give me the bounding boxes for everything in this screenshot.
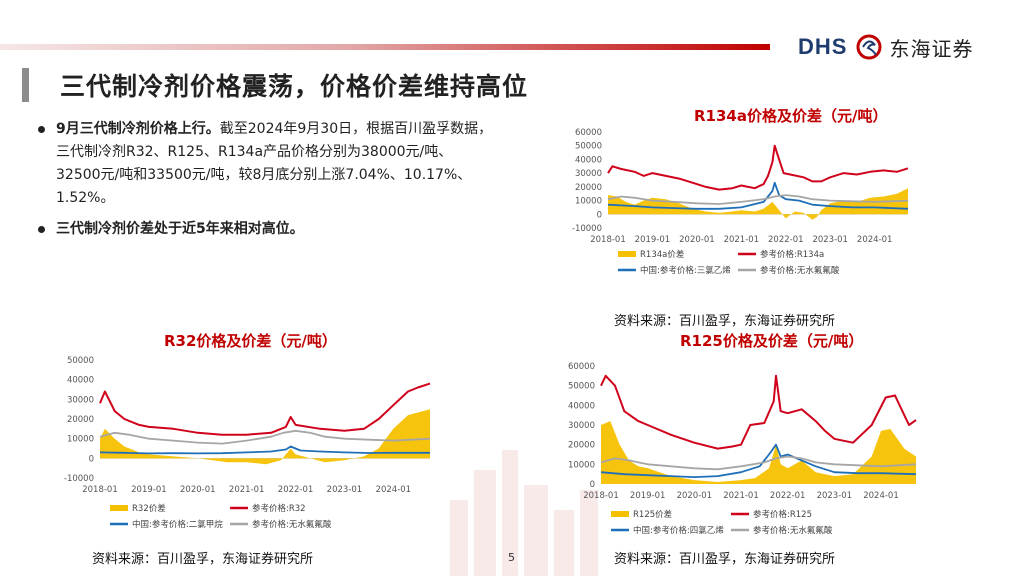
x-tick-label: 2019-01 (131, 485, 167, 495)
spread-area (601, 421, 916, 484)
y-tick-label: 30000 (67, 395, 94, 405)
legend-label: 参考价格:无水氟氟酸 (753, 525, 833, 536)
legend-label: 参考价格:无水氟氟酸 (760, 265, 840, 276)
y-tick-label: 30000 (575, 169, 602, 179)
y-tick-label: 40000 (575, 155, 602, 165)
x-tick-label: 2020-01 (679, 235, 715, 245)
y-tick-label: 50000 (575, 142, 602, 152)
y-tick-label: 60000 (568, 362, 595, 372)
legend-label: 参考价格:R134a (760, 249, 824, 260)
y-tick-label: 20000 (67, 415, 94, 425)
bullet-bold: 三代制冷剂价差处于近5年来相对高位。 (56, 221, 304, 237)
y-tick-label: 50000 (568, 382, 595, 392)
x-tick-label: 2024-01 (857, 235, 893, 245)
y-tick-label: 50000 (67, 356, 94, 366)
y-tick-label: 20000 (568, 441, 595, 451)
source-r32: 资料来源：百川盈孚，东海证券研究所 (92, 552, 314, 567)
series-line-2 (607, 181, 909, 210)
legend-label: 中国:参考价格:三氯乙烯 (640, 265, 731, 276)
series-line-3 (607, 194, 909, 205)
bullet-text: 截至2024年9月30日，根据百川盈孚数据，三代制冷剂R32、R125、R134… (56, 121, 493, 206)
y-tick-label: 20000 (575, 183, 602, 193)
dragon-logo-icon (856, 34, 882, 60)
x-tick-label: 2024-01 (863, 491, 899, 501)
source-r125: 资料来源：百川盈孚，东海证券研究所 (614, 552, 836, 567)
chart-r134a: 6000050000400003000020000100000-10000201… (572, 128, 909, 276)
y-tick-label: 0 (590, 480, 595, 490)
y-tick-label: 30000 (568, 421, 595, 431)
x-tick-label: 2021-01 (724, 235, 760, 245)
bullet-item: 9月三代制冷剂价格上行。截至2024年9月30日，根据百川盈孚数据，三代制冷剂R… (36, 118, 496, 210)
brand-cn: 东海证券 (889, 36, 974, 61)
y-tick-label: 0 (597, 210, 602, 220)
x-tick-label: 2022-01 (278, 485, 314, 495)
x-tick-label: 2020-01 (677, 491, 713, 501)
x-tick-label: 2022-01 (768, 235, 804, 245)
source-r134a: 资料来源：百川盈孚，东海证券研究所 (614, 314, 836, 329)
y-tick-label: 0 (89, 454, 94, 464)
legend-label: 中国:参考价格:二氯甲烷 (132, 519, 223, 530)
y-tick-label: 40000 (67, 376, 94, 386)
x-tick-label: 2018-01 (583, 491, 619, 501)
y-tick-label: -10000 (64, 474, 94, 484)
legend-swatch (110, 505, 128, 511)
x-tick-label: 2022-01 (770, 491, 806, 501)
page-number: 5 (508, 551, 515, 564)
y-tick-label: 10000 (568, 460, 595, 470)
legend-label: 参考价格:R32 (252, 503, 306, 514)
bullet-bold: 9月三代制冷剂价格上行。 (56, 121, 220, 137)
legend-label: R125价差 (633, 509, 672, 520)
legend-swatch (611, 511, 629, 517)
series-line-3 (99, 429, 431, 445)
header-accent-bar (0, 44, 770, 50)
bullet-item: 三代制冷剂价差处于近5年来相对高位。 (36, 218, 496, 241)
bullet-list: 9月三代制冷剂价格上行。截至2024年9月30日，根据百川盈孚数据，三代制冷剂R… (36, 118, 496, 249)
y-tick-label: 60000 (575, 128, 602, 138)
legend-label: 参考价格:无水氟氟酸 (252, 519, 332, 530)
y-tick-label: 10000 (575, 197, 602, 207)
series-line-2 (99, 445, 430, 455)
x-tick-label: 2023-01 (817, 491, 853, 501)
chart-title-r125: R125价格及价差（元/吨） (680, 332, 864, 350)
y-tick-label: 40000 (568, 401, 595, 411)
x-tick-label: 2019-01 (635, 235, 671, 245)
skyline-decoration (450, 450, 598, 576)
x-tick-label: 2021-01 (229, 485, 265, 495)
legend-label: R32价差 (132, 503, 166, 514)
legend-label: 中国:参考价格:四氯乙烯 (633, 525, 724, 536)
y-tick-label: -10000 (572, 224, 602, 234)
x-tick-label: 2021-01 (723, 491, 759, 501)
legend-label: 参考价格:R125 (753, 509, 812, 520)
x-tick-label: 2023-01 (812, 235, 848, 245)
legend-label: R134a价差 (640, 249, 684, 260)
x-tick-label: 2018-01 (82, 485, 118, 495)
y-tick-label: 10000 (67, 435, 94, 445)
chart-title-r32: R32价格及价差（元/吨） (164, 332, 337, 350)
title-marker (22, 68, 29, 102)
series-line-1 (607, 144, 909, 191)
x-tick-label: 2024-01 (376, 485, 412, 495)
x-tick-label: 2019-01 (630, 491, 666, 501)
brand-logo: DHS 东海证券 (798, 30, 973, 64)
x-tick-label: 2018-01 (590, 235, 626, 245)
brand-latin: DHS (798, 34, 848, 59)
series-line-1 (99, 382, 431, 436)
page-title: 三代制冷剂价格震荡，价格价差维持高位 (60, 72, 529, 101)
series-line-3 (600, 455, 917, 471)
x-tick-label: 2020-01 (180, 485, 216, 495)
legend-swatch (618, 251, 636, 257)
x-tick-label: 2023-01 (327, 485, 363, 495)
spread-area (608, 188, 908, 220)
series-line-1 (600, 374, 917, 450)
chart-title-r134a: R134a价格及价差（元/吨） (694, 107, 888, 125)
series-line-2 (600, 443, 917, 478)
